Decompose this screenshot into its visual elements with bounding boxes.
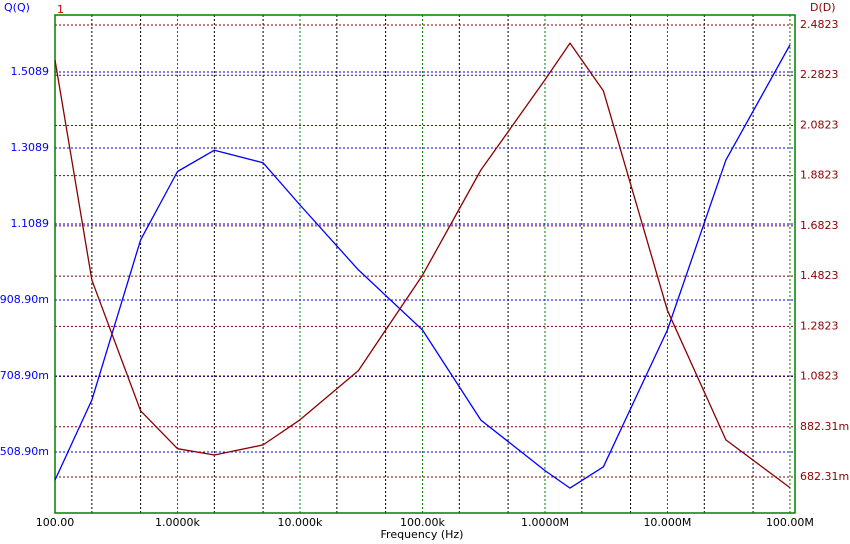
- series-line: [54, 42, 791, 489]
- x-tick-label: 100.00: [36, 516, 75, 529]
- y2-tick-label: 882.31m: [800, 420, 849, 433]
- y2-tick-label: 1.0823: [800, 370, 839, 383]
- y2-tick-label: 682.31m: [800, 470, 849, 483]
- series-line: [54, 44, 791, 489]
- y2-axis-label: D(D): [810, 1, 836, 14]
- x-axis-label: Frequency (Hz): [381, 528, 464, 541]
- y2-tick-label: 1.4823: [800, 269, 839, 282]
- x-tick-label: 100.00k: [400, 516, 445, 529]
- y-tick-label: 908.90m: [0, 293, 49, 306]
- y2-tick-label: 1.6823: [800, 219, 839, 232]
- plot-frame: [54, 14, 796, 514]
- x-tick-label: 10.000M: [643, 516, 691, 529]
- y-tick-label: 1.3089: [11, 141, 50, 154]
- annotation: 1: [57, 3, 64, 16]
- y-tick-label: 1.1089: [11, 217, 50, 230]
- x-tick-label: 10.000k: [278, 516, 323, 529]
- x-tick-label: 100.00M: [766, 516, 814, 529]
- y2-tick-label: 2.0823: [800, 118, 839, 131]
- y-axis-label: Q(Q): [4, 1, 30, 14]
- y-tick-label: 508.90m: [0, 445, 49, 458]
- x-tick-label: 1.0000k: [155, 516, 200, 529]
- y-tick-label: 708.90m: [0, 369, 49, 382]
- x-tick-label: 1.0000M: [521, 516, 569, 529]
- y2-tick-label: 1.2823: [800, 319, 839, 332]
- y2-tick-label: 2.4823: [800, 18, 839, 31]
- y-tick-label: 1.5089: [11, 65, 50, 78]
- y2-tick-label: 2.2823: [800, 68, 839, 81]
- y2-tick-label: 1.8823: [800, 169, 839, 182]
